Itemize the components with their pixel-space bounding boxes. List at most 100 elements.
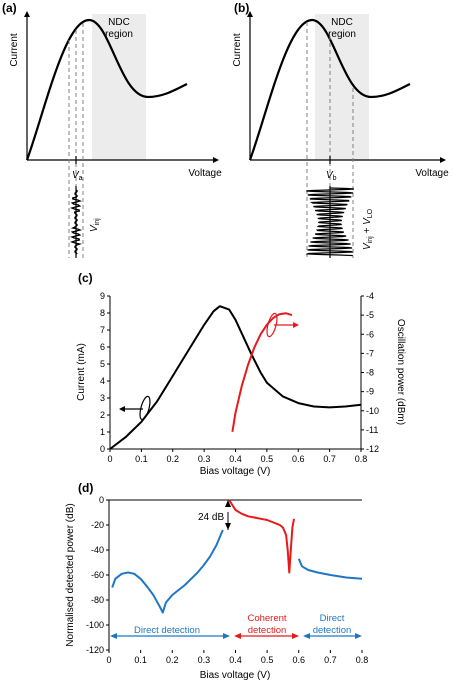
y-tick-label: 4 bbox=[100, 376, 105, 386]
y-ticks-d: 0 -20 -40 -60 -80 -100 -120 bbox=[86, 495, 109, 655]
series-line-2 bbox=[228, 499, 295, 574]
region-arrow-direct-left-head-l bbox=[110, 633, 117, 639]
series-line-3 bbox=[297, 558, 363, 580]
panel-a: (a) NDC region Current Voltage Va Vinj bbox=[2, 1, 222, 258]
panel-c-label: (c) bbox=[78, 271, 93, 285]
x-ticks-d: 0 0.1 0.2 0.3 0.4 0.5 0.6 0.7 0.8 bbox=[106, 650, 368, 665]
signal-label-b: Vinj + VLO bbox=[362, 208, 374, 250]
ndc-region-label-a-2: region bbox=[105, 29, 133, 40]
y-right-tick-label: -7 bbox=[366, 348, 374, 358]
x-ticks-c: 0 0.1 0.2 0.3 0.4 0.5 0.6 0.7 0.8 bbox=[107, 449, 367, 464]
x-tick-label: 0.5 bbox=[261, 655, 274, 665]
y-tick-label: 3 bbox=[100, 393, 105, 403]
y-tick-label: -80 bbox=[91, 595, 104, 605]
signal-label-a: Vinj bbox=[89, 218, 101, 232]
series-line-1 bbox=[111, 529, 224, 614]
x-tick-label: 0.8 bbox=[356, 655, 369, 665]
region-arrow-direct-left-head-r bbox=[223, 633, 230, 639]
region-label-direct-left: Direct detection bbox=[134, 625, 200, 636]
region-arrow-direct-right-head-r bbox=[355, 633, 362, 639]
x-axis-label-d: Bias voltage (V) bbox=[200, 670, 271, 681]
iv-curve-a bbox=[25, 18, 188, 161]
y-right-tick-label: -12 bbox=[366, 444, 379, 454]
ndc-region-b bbox=[315, 14, 369, 160]
x-tick-label: 0 bbox=[107, 454, 112, 464]
y-tick-label: -100 bbox=[86, 620, 104, 630]
y-tick-label: -20 bbox=[91, 520, 104, 530]
y-axis-label-right-c: Oscillation power (dBm) bbox=[395, 319, 406, 425]
region-label-coherent-2: detection bbox=[248, 625, 287, 636]
loop-marker-red bbox=[266, 312, 278, 338]
region-label-direct-right-2: detection bbox=[313, 625, 352, 636]
y-right-tick-label: -8 bbox=[366, 368, 374, 378]
x-tick-label: 0.3 bbox=[198, 655, 211, 665]
region-arrow-coherent-head-r bbox=[292, 633, 299, 639]
y-axis-label-c: Current (mA) bbox=[76, 343, 87, 401]
y-tick-label: 2 bbox=[100, 410, 105, 420]
y-tick-label: 9 bbox=[100, 291, 105, 301]
panel-a-label: (a) bbox=[2, 1, 17, 15]
loop-marker-black bbox=[139, 395, 151, 421]
series-line-2 bbox=[231, 312, 293, 432]
y-tick-label: 1 bbox=[100, 427, 105, 437]
x-tick-label: 0.4 bbox=[229, 655, 242, 665]
y-right-tick-label: -10 bbox=[366, 406, 379, 416]
region-arrow-coherent-head-l bbox=[234, 633, 241, 639]
x-tick-label: 0.7 bbox=[323, 454, 336, 464]
y-ticks-right-c: -12 -11 -10 -9 -8 -7 -6 -5 -4 bbox=[361, 291, 379, 454]
x-tick-label: 0 bbox=[106, 655, 111, 665]
y-axis-label-d: Normalised detected power (dB) bbox=[65, 503, 76, 646]
panel-d-label: (d) bbox=[78, 481, 93, 495]
series-line-1 bbox=[109, 305, 362, 450]
region-arrow-direct-right-head-l bbox=[303, 633, 310, 639]
y-tick-label: 6 bbox=[100, 342, 105, 352]
y-right-tick-label: -11 bbox=[366, 425, 378, 435]
y-axis-label-a: Current bbox=[9, 33, 20, 67]
x-axis-label-c: Bias voltage (V) bbox=[200, 466, 271, 477]
x-tick-label: 0.6 bbox=[292, 454, 305, 464]
signal-waveform-b bbox=[305, 187, 355, 257]
y-right-tick-label: -5 bbox=[366, 310, 374, 320]
series-d bbox=[111, 499, 363, 614]
x-tick-label: 0.6 bbox=[292, 655, 305, 665]
panel-b: (b) NDC region Current Voltage Vb Vinj +… bbox=[232, 1, 449, 258]
gap-arrow-head-bottom bbox=[225, 523, 231, 530]
y-tick-label: 5 bbox=[100, 359, 105, 369]
y-axis-label-b: Current bbox=[232, 33, 243, 67]
x-tick-label: 0.3 bbox=[198, 454, 211, 464]
x-tick-label: 0.7 bbox=[324, 655, 337, 665]
ndc-region-label-a-1: NDC bbox=[108, 17, 130, 28]
bias-label-b: Vb bbox=[326, 170, 337, 182]
panel-b-label: (b) bbox=[234, 1, 249, 15]
gap-arrow-head-top bbox=[225, 500, 231, 507]
signal-waveform-a bbox=[69, 189, 83, 255]
ndc-region-a bbox=[92, 14, 146, 160]
x-tick-label: 0.5 bbox=[261, 454, 274, 464]
y-tick-label: -60 bbox=[91, 570, 104, 580]
y-tick-label: 0 bbox=[99, 495, 104, 505]
y-tick-label: -40 bbox=[91, 545, 104, 555]
x-axis-label-b: Voltage bbox=[415, 168, 449, 179]
y-tick-label: 8 bbox=[100, 308, 105, 318]
y-ticks-c: 0 1 2 3 4 5 6 7 8 9 bbox=[100, 291, 110, 454]
bias-label-a: Va bbox=[72, 170, 83, 182]
y-right-tick-label: -9 bbox=[366, 387, 374, 397]
ndc-region-label-b-2: region bbox=[328, 29, 356, 40]
x-axis-label-a: Voltage bbox=[188, 168, 222, 179]
y-tick-label: 7 bbox=[100, 325, 105, 335]
region-label-coherent-1: Coherent bbox=[247, 613, 286, 624]
gap-label: 24 dB bbox=[198, 512, 224, 523]
y-right-tick-label: -6 bbox=[366, 329, 374, 339]
x-tick-label: 0.4 bbox=[229, 454, 242, 464]
y-tick-label: 0 bbox=[100, 444, 105, 454]
panel-d: (d) 0 0.1 0.2 0.3 0.4 0.5 0.6 0.7 0.8 0 -20 -40 -60… bbox=[65, 481, 368, 681]
x-tick-label: 0.2 bbox=[166, 454, 179, 464]
ndc-region-label-b-1: NDC bbox=[331, 17, 353, 28]
iv-curve-b bbox=[248, 18, 411, 161]
x-tick-label: 0.1 bbox=[135, 454, 148, 464]
x-tick-label: 0.2 bbox=[166, 655, 179, 665]
panel-c: (c) 0 0.1 0.2 0.3 0.4 0.5 0.6 0.7 0.8 0 1 2 3 4 5 6 7 8 9… bbox=[76, 271, 406, 477]
y-right-tick-label: -4 bbox=[366, 291, 374, 301]
x-tick-label: 0.1 bbox=[134, 655, 147, 665]
